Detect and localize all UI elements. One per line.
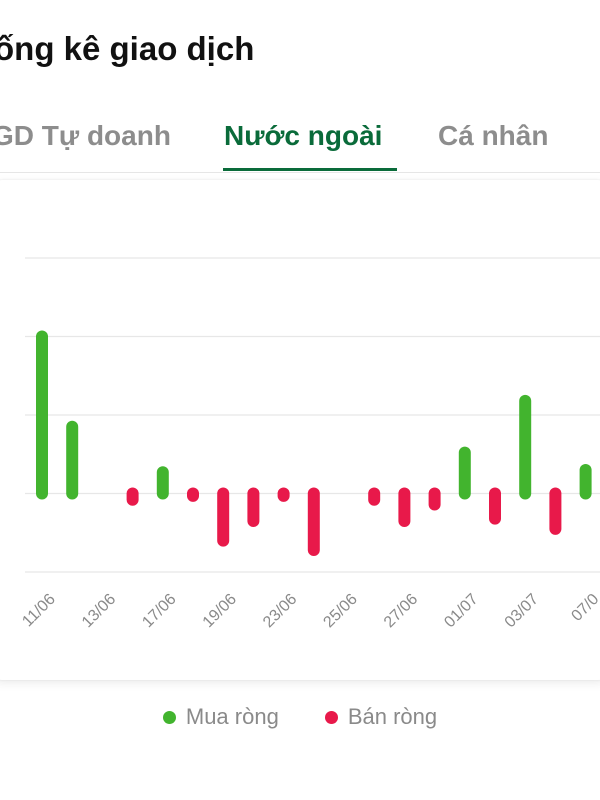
- active-tab-indicator: [223, 168, 397, 171]
- chart-legend: Mua ròng Bán ròng: [0, 704, 600, 730]
- x-tick-label: 11/06: [19, 591, 59, 631]
- x-tick-label: 13/06: [79, 591, 119, 631]
- legend-buy-dot: [162, 710, 176, 724]
- net-trading-chart: 11/06 13/06 17/06 19/06 23/06 25/06 27/06 01/07…: [19, 257, 600, 631]
- legend-sell-dot: [324, 710, 338, 724]
- page-title: ống kê giao dịch: [0, 30, 255, 67]
- legend-sell-label: Bán ròng: [347, 704, 438, 729]
- x-tick-label: 17/06: [139, 591, 179, 631]
- tab-bar: GD Tự doanh Nước ngoài Cá nhân: [0, 100, 600, 172]
- tab-gd-tu-doanh[interactable]: GD Tự doanh: [0, 120, 171, 151]
- x-tick-label: 25/06: [320, 591, 360, 631]
- tab-nuoc-ngoai[interactable]: Nước ngoài: [224, 120, 383, 151]
- legend-item-sell[interactable]: Bán ròng: [324, 704, 438, 730]
- tab-ca-nhan[interactable]: Cá nhân: [438, 120, 549, 151]
- x-tick-label: 07/0: [568, 591, 600, 625]
- x-tick-label: 27/06: [381, 591, 421, 631]
- x-tick-label: 01/07: [441, 591, 481, 631]
- x-tick-label: 23/06: [260, 591, 300, 631]
- chart-card: [0, 180, 600, 680]
- tabs-divider: [0, 172, 600, 173]
- legend-buy-label: Mua ròng: [185, 704, 279, 729]
- x-tick-label: 19/06: [200, 591, 240, 631]
- x-tick-label: 03/07: [502, 591, 542, 631]
- legend-item-buy[interactable]: Mua ròng: [162, 704, 279, 730]
